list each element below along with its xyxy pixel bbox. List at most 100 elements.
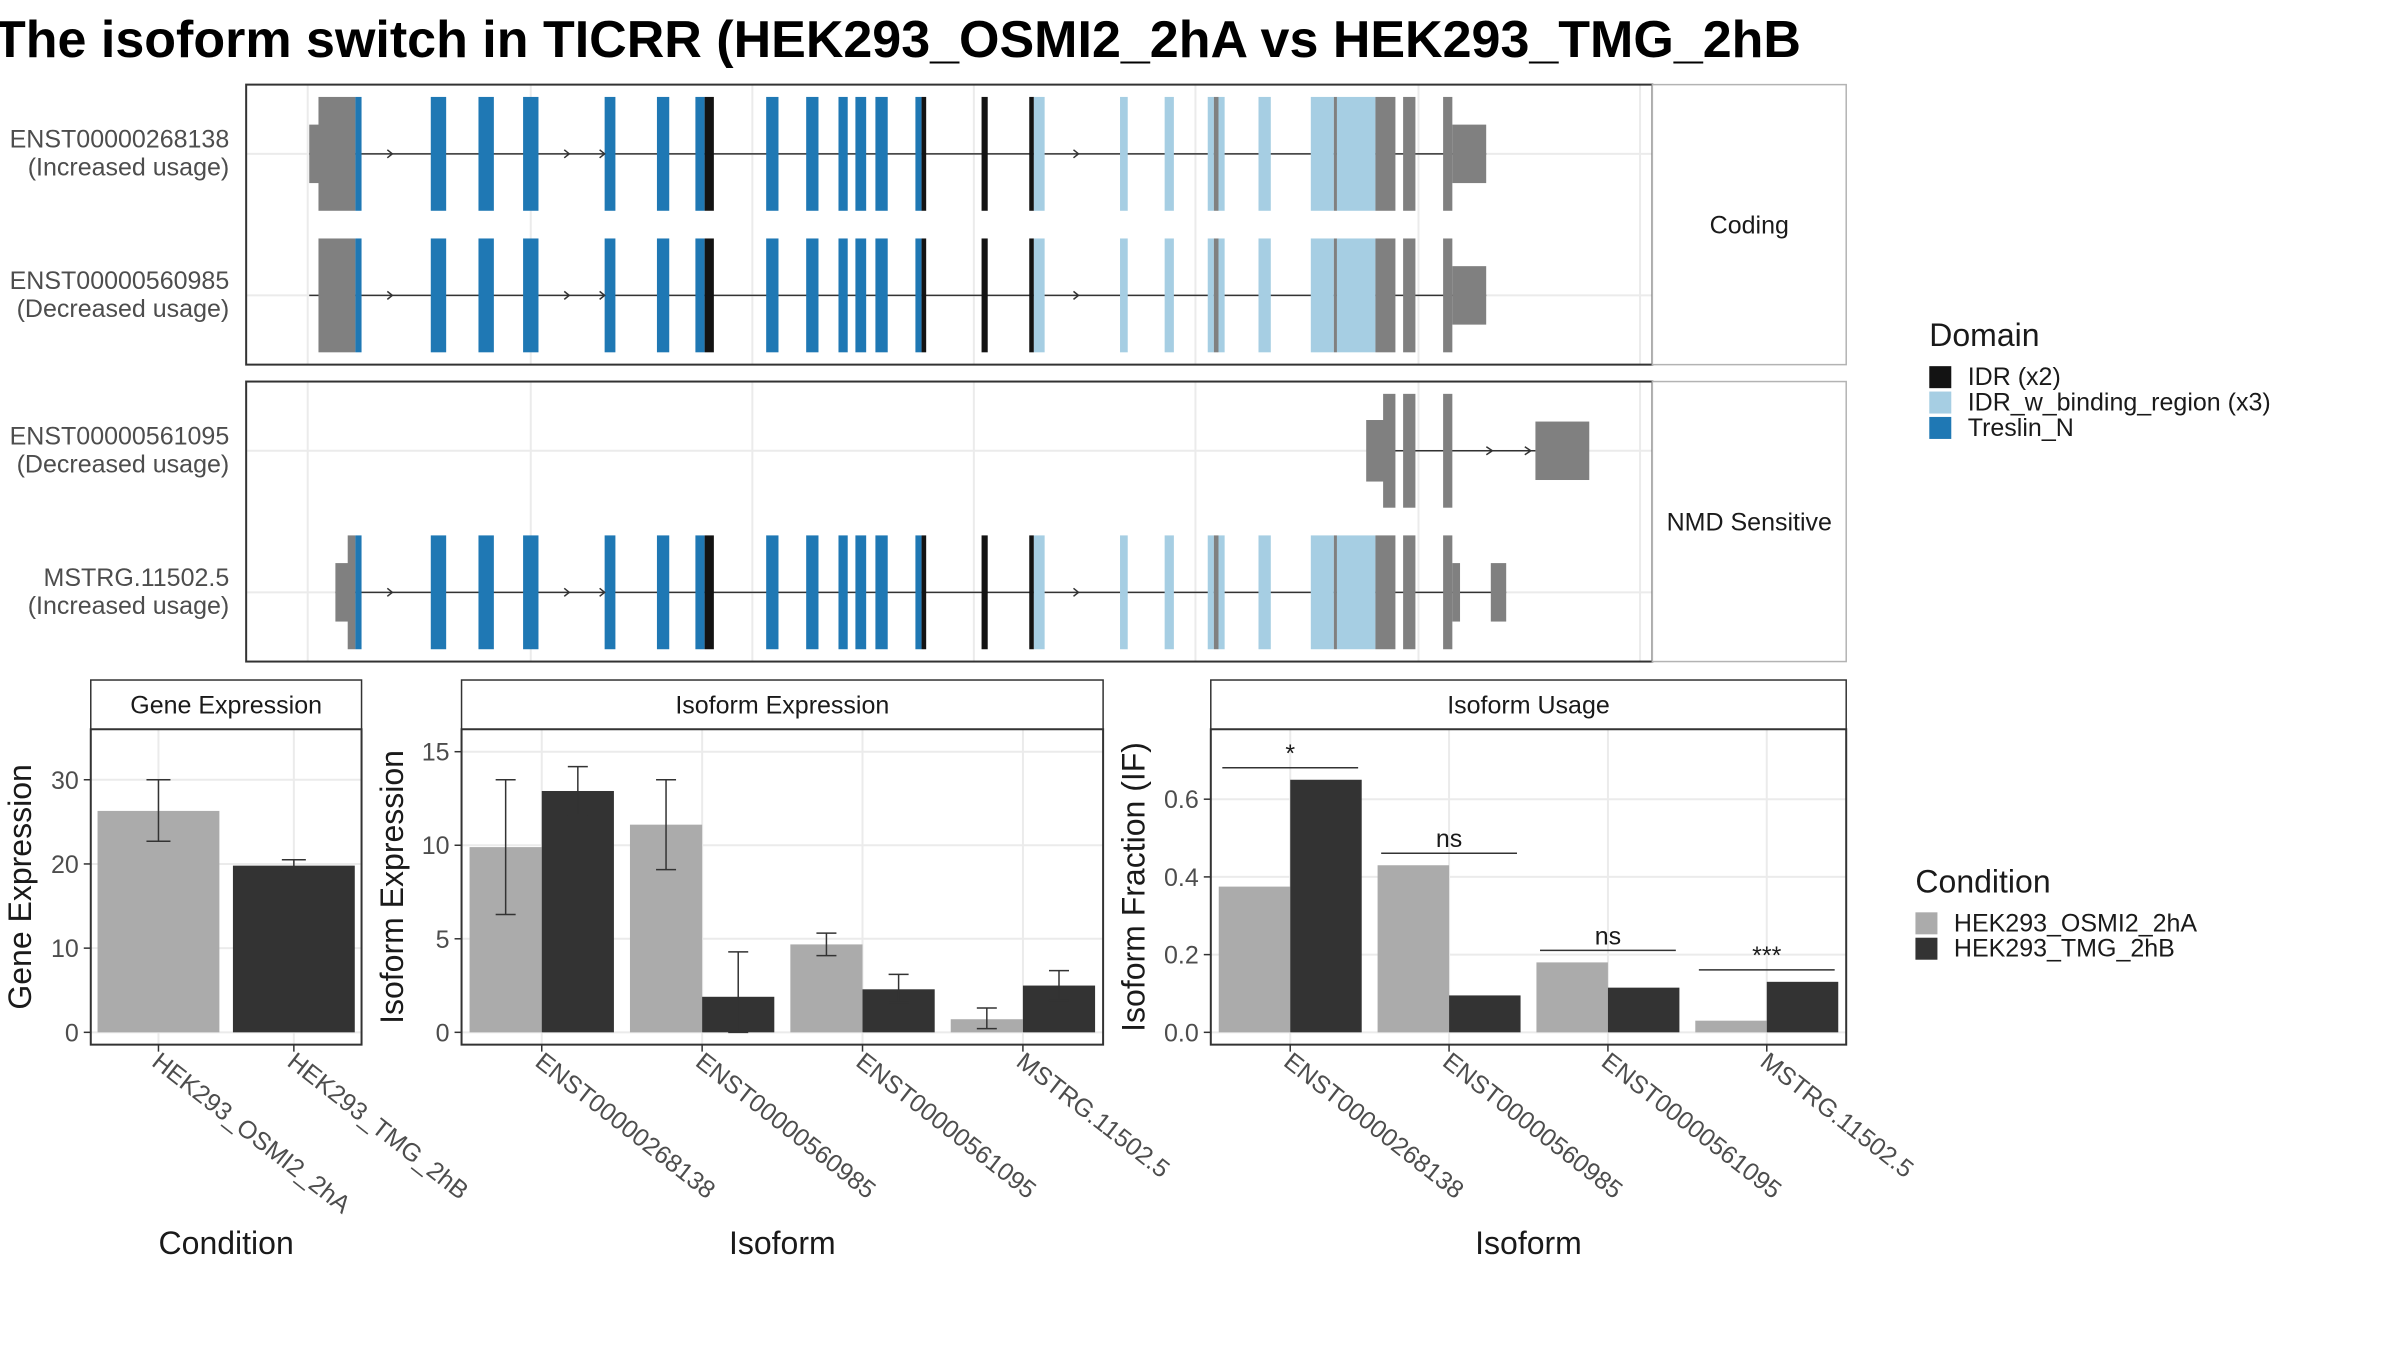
bar [790, 944, 863, 1033]
exon [1336, 238, 1376, 353]
exon [1375, 238, 1396, 353]
exon [1333, 238, 1337, 353]
bar [1695, 1020, 1767, 1033]
exon [430, 96, 447, 211]
transcript-usage-label: (Decreased usage) [17, 295, 230, 323]
exon [921, 535, 927, 650]
strand-arrow [1073, 149, 1080, 159]
transcript-id-label: MSTRG.11502.5 [44, 564, 230, 592]
exon [1033, 96, 1045, 211]
exon [1336, 96, 1376, 211]
exon [1120, 238, 1128, 353]
bar [541, 790, 614, 1033]
strand-arrow [563, 587, 571, 597]
exon [1403, 535, 1416, 650]
exon [1258, 96, 1271, 211]
exon [1207, 535, 1214, 650]
panel-border [245, 380, 1654, 663]
x-tick-label: MSTRG.11502.5 [1755, 1047, 1919, 1183]
transcript-id-label: ENST00000561095 [10, 423, 230, 451]
exon [430, 535, 447, 650]
chart-title: Isoform Expression [675, 692, 889, 720]
strand-arrow [563, 149, 571, 159]
transcript-id-label: ENST00000268138 [10, 126, 230, 154]
exon [704, 238, 714, 353]
exon [1490, 563, 1507, 622]
exon [1033, 535, 1045, 650]
exon [1443, 96, 1453, 211]
exon [1164, 96, 1174, 211]
exon [478, 238, 494, 353]
legend-title: Condition [1915, 863, 2050, 899]
strand-arrow [386, 149, 394, 159]
legend-label: IDR (x2) [1968, 363, 2061, 391]
exon [478, 535, 494, 650]
significance-label: *** [1752, 942, 1781, 970]
exon [1029, 238, 1034, 353]
expression-charts: Gene Expression0102030HEK293_OSMI2_2hAHE… [2, 679, 1919, 1261]
exon [1403, 393, 1416, 508]
bar [1290, 779, 1362, 1033]
exon [1452, 266, 1487, 325]
legend-label: IDR_w_binding_region (x3) [1968, 389, 2271, 417]
y-tick-label: 0.4 [1164, 864, 1199, 892]
exon [1443, 238, 1453, 353]
exon [1375, 535, 1396, 650]
exon [838, 535, 848, 650]
exon [695, 96, 705, 211]
bar [97, 810, 220, 1033]
exon [1383, 393, 1396, 508]
exon [1213, 238, 1219, 353]
y-tick-label: 0 [65, 1019, 79, 1047]
exon [981, 535, 988, 650]
exon [915, 535, 922, 650]
x-tick-label: ENST00000268138 [530, 1047, 720, 1204]
exon [1258, 238, 1271, 353]
legend-swatch [1929, 416, 1952, 439]
exon [1029, 535, 1034, 650]
y-tick-label: 0.0 [1164, 1019, 1199, 1047]
exon [695, 535, 705, 650]
exon [806, 238, 819, 353]
exon [838, 96, 848, 211]
exon [335, 563, 350, 622]
exon [1207, 96, 1214, 211]
exon [1218, 96, 1225, 211]
exon [1120, 535, 1128, 650]
figure-title: The isoform switch in TICRR (HEK293_OSMI… [0, 11, 1801, 69]
exon [523, 96, 539, 211]
exon [523, 535, 539, 650]
y-tick-label: 15 [422, 739, 450, 767]
exon [1218, 238, 1225, 353]
x-axis-title: Condition [159, 1225, 294, 1261]
exon [766, 535, 779, 650]
y-axis-title: Gene Expression [2, 764, 38, 1009]
exon [875, 238, 888, 353]
exon [1164, 535, 1174, 650]
exon [855, 535, 867, 650]
legend-swatch [1929, 366, 1952, 389]
exon [1403, 96, 1416, 211]
exon [523, 238, 539, 353]
strand-arrow [599, 149, 606, 159]
transcript-id-label: ENST00000560985 [10, 267, 230, 295]
exon [1310, 238, 1334, 353]
facet-label: Coding [1710, 212, 1789, 240]
panel-border [245, 83, 1654, 366]
strand-arrow [386, 290, 394, 300]
exon [855, 238, 867, 353]
plot-frame [460, 728, 1105, 1046]
exon [318, 238, 356, 353]
exon [1366, 420, 1385, 482]
bar [1218, 886, 1291, 1033]
exon [318, 96, 356, 211]
exon [875, 535, 888, 650]
y-tick-label: 5 [436, 926, 450, 954]
legend-swatch [1915, 937, 1938, 960]
plot-frame [1209, 728, 1848, 1046]
exon [806, 96, 819, 211]
exon [915, 238, 922, 353]
exon [921, 238, 927, 353]
exon [604, 96, 616, 211]
